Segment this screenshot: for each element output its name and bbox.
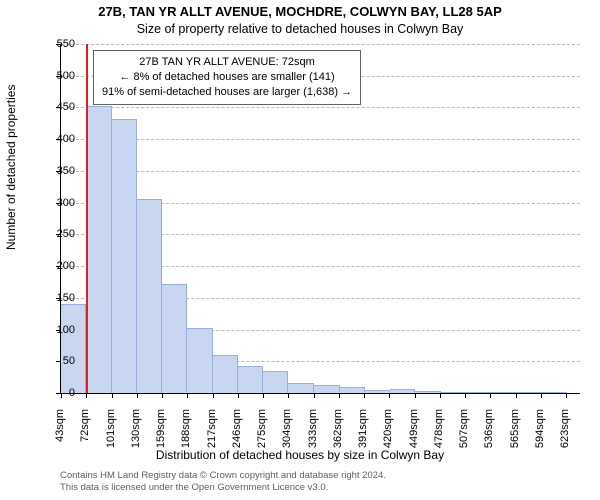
y-tick-label: 500 [35, 70, 75, 82]
y-tick-label: 100 [35, 324, 75, 336]
x-tick-mark [137, 393, 138, 398]
x-tick-mark [541, 393, 542, 398]
x-tick-label: 43sqm [54, 409, 66, 469]
chart-title-sub: Size of property relative to detached ho… [0, 22, 600, 36]
x-tick-mark [440, 393, 441, 398]
x-tick-label: 246sqm [231, 409, 243, 469]
histogram-bar [213, 355, 238, 393]
x-tick-mark [162, 393, 163, 398]
x-tick-mark [213, 393, 214, 398]
histogram-bar [86, 106, 111, 393]
x-tick-label: 507sqm [458, 409, 470, 469]
x-tick-mark [288, 393, 289, 398]
x-tick-mark [465, 393, 466, 398]
y-tick-label: 350 [35, 165, 75, 177]
x-tick-mark [314, 393, 315, 398]
x-tick-mark [238, 393, 239, 398]
histogram-bar [466, 392, 491, 393]
histogram-bar [441, 392, 466, 393]
x-tick-mark [339, 393, 340, 398]
x-tick-label: 449sqm [408, 409, 420, 469]
histogram-bar [162, 284, 187, 393]
x-tick-mark [389, 393, 390, 398]
x-tick-mark [187, 393, 188, 398]
y-axis-label: Number of detached properties [4, 85, 18, 250]
histogram-bar [263, 371, 288, 393]
y-tick-label: 550 [35, 38, 75, 50]
histogram-bar [187, 328, 212, 393]
y-tick-label: 150 [35, 292, 75, 304]
info-box: 27B TAN YR ALLT AVENUE: 72sqm ← 8% of de… [93, 50, 361, 105]
y-tick-label: 400 [35, 133, 75, 145]
histogram-bar [491, 392, 516, 393]
y-tick-label: 200 [35, 260, 75, 272]
x-tick-label: 130sqm [130, 409, 142, 469]
y-tick-label: 450 [35, 101, 75, 113]
histogram-bar [390, 389, 415, 393]
histogram-bar [61, 304, 86, 393]
histogram-bar [340, 387, 365, 393]
x-tick-mark [364, 393, 365, 398]
footer-line-1: Contains HM Land Registry data © Crown c… [60, 470, 386, 482]
x-tick-label: 159sqm [155, 409, 167, 469]
marker-line [86, 44, 88, 393]
x-tick-label: 420sqm [382, 409, 394, 469]
grid-line [61, 139, 580, 140]
histogram-bar [112, 119, 137, 393]
x-tick-label: 72sqm [79, 409, 91, 469]
x-tick-label: 333sqm [307, 409, 319, 469]
plot-area: 27B TAN YR ALLT AVENUE: 72sqm ← 8% of de… [60, 44, 580, 394]
x-tick-mark [566, 393, 567, 398]
histogram-bar [415, 391, 440, 393]
x-tick-label: 623sqm [559, 409, 571, 469]
chart-title-main: 27B, TAN YR ALLT AVENUE, MOCHDRE, COLWYN… [0, 4, 600, 19]
x-tick-label: 304sqm [281, 409, 293, 469]
x-tick-label: 565sqm [509, 409, 521, 469]
histogram-bar [238, 366, 263, 393]
x-tick-mark [86, 393, 87, 398]
grid-line [61, 44, 580, 45]
footer-line-2: This data is licensed under the Open Gov… [60, 482, 386, 494]
info-line-2: ← 8% of detached houses are smaller (141… [102, 70, 352, 85]
x-tick-label: 594sqm [534, 409, 546, 469]
grid-line [61, 107, 580, 108]
x-tick-label: 188sqm [180, 409, 192, 469]
x-tick-label: 391sqm [357, 409, 369, 469]
chart-container: 27B, TAN YR ALLT AVENUE, MOCHDRE, COLWYN… [0, 0, 600, 500]
histogram-bar [365, 390, 390, 393]
histogram-bar [314, 385, 340, 393]
grid-line [61, 171, 580, 172]
x-tick-label: 275sqm [256, 409, 268, 469]
x-tick-mark [263, 393, 264, 398]
x-tick-mark [415, 393, 416, 398]
x-tick-mark [516, 393, 517, 398]
y-axis-label-text: Number of detached properties [4, 85, 18, 250]
histogram-bar [288, 383, 313, 393]
histogram-bar [516, 392, 541, 393]
histogram-bar [542, 392, 567, 393]
x-tick-mark [112, 393, 113, 398]
x-tick-mark [490, 393, 491, 398]
histogram-bar [137, 199, 162, 393]
y-tick-label: 300 [35, 197, 75, 209]
info-line-1: 27B TAN YR ALLT AVENUE: 72sqm [102, 55, 352, 70]
info-line-3: 91% of semi-detached houses are larger (… [102, 85, 352, 100]
x-tick-label: 362sqm [332, 409, 344, 469]
x-tick-label: 478sqm [433, 409, 445, 469]
x-tick-label: 536sqm [483, 409, 495, 469]
footer-attribution: Contains HM Land Registry data © Crown c… [60, 470, 386, 494]
y-tick-label: 250 [35, 228, 75, 240]
x-tick-label: 217sqm [206, 409, 218, 469]
x-tick-label: 101sqm [105, 409, 117, 469]
y-tick-label: 0 [35, 387, 75, 399]
y-tick-label: 50 [35, 355, 75, 367]
